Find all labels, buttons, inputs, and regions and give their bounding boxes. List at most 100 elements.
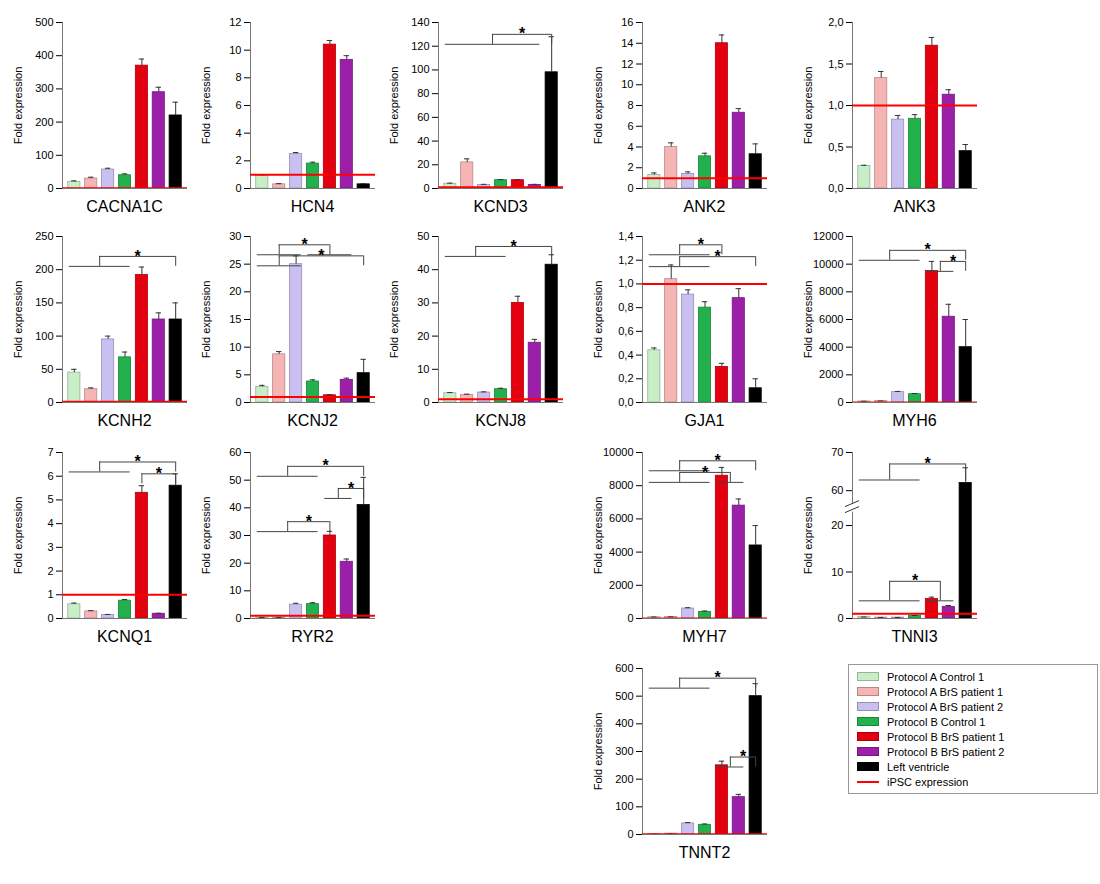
svg-text:*: * xyxy=(715,452,722,469)
svg-text:15: 15 xyxy=(229,313,241,325)
svg-text:*: * xyxy=(318,247,325,264)
svg-text:12000: 12000 xyxy=(813,230,844,242)
svg-text:Fold expression: Fold expression xyxy=(12,67,24,145)
svg-text:200: 200 xyxy=(615,773,633,785)
svg-text:*: * xyxy=(301,236,308,253)
svg-text:60: 60 xyxy=(417,111,429,123)
svg-text:0,6: 0,6 xyxy=(618,325,633,337)
svg-text:Fold expression: Fold expression xyxy=(592,281,604,359)
svg-text:4: 4 xyxy=(627,141,633,153)
svg-text:100: 100 xyxy=(615,800,633,812)
svg-text:*: * xyxy=(156,465,163,482)
svg-text:10: 10 xyxy=(229,341,241,353)
svg-text:0,0: 0,0 xyxy=(618,396,633,408)
svg-text:0,0: 0,0 xyxy=(828,182,843,194)
svg-text:2: 2 xyxy=(627,161,633,173)
svg-text:6: 6 xyxy=(47,470,53,482)
svg-text:10000: 10000 xyxy=(813,258,844,270)
svg-text:200: 200 xyxy=(35,263,53,275)
svg-text:1,2: 1,2 xyxy=(618,254,633,266)
svg-text:8: 8 xyxy=(235,71,241,83)
svg-text:*: * xyxy=(925,455,932,472)
svg-text:200: 200 xyxy=(35,116,53,128)
svg-text:Fold expression: Fold expression xyxy=(802,497,814,575)
svg-text:0: 0 xyxy=(627,612,633,624)
svg-text:2000: 2000 xyxy=(609,579,633,591)
svg-text:50: 50 xyxy=(229,474,241,486)
svg-text:10: 10 xyxy=(831,566,843,578)
svg-text:400: 400 xyxy=(35,49,53,61)
svg-text:30: 30 xyxy=(229,230,241,242)
svg-text:8: 8 xyxy=(627,99,633,111)
svg-text:10: 10 xyxy=(229,44,241,56)
svg-text:*: * xyxy=(702,464,709,481)
svg-text:40: 40 xyxy=(229,501,241,513)
svg-text:0,5: 0,5 xyxy=(828,141,843,153)
svg-text:400: 400 xyxy=(615,717,633,729)
svg-text:20: 20 xyxy=(831,519,843,531)
svg-text:Fold expression: Fold expression xyxy=(592,497,604,575)
svg-text:50: 50 xyxy=(41,363,53,375)
svg-text:20: 20 xyxy=(417,158,429,170)
svg-text:Fold expression: Fold expression xyxy=(200,67,212,145)
svg-text:*: * xyxy=(715,248,722,265)
svg-text:0,4: 0,4 xyxy=(618,349,633,361)
svg-text:*: * xyxy=(912,572,919,589)
svg-text:100: 100 xyxy=(411,63,429,75)
svg-text:60: 60 xyxy=(831,484,843,496)
svg-text:500: 500 xyxy=(35,16,53,28)
svg-text:5: 5 xyxy=(47,493,53,505)
svg-text:0: 0 xyxy=(235,182,241,194)
svg-text:600: 600 xyxy=(615,662,633,674)
svg-text:1: 1 xyxy=(47,588,53,600)
svg-text:300: 300 xyxy=(35,82,53,94)
svg-text:0: 0 xyxy=(423,396,429,408)
svg-text:6: 6 xyxy=(627,120,633,132)
svg-text:0: 0 xyxy=(47,396,53,408)
svg-text:10: 10 xyxy=(621,78,633,90)
svg-text:12: 12 xyxy=(229,16,241,28)
svg-text:Fold expression: Fold expression xyxy=(200,497,212,575)
svg-text:Fold expression: Fold expression xyxy=(200,281,212,359)
svg-text:25: 25 xyxy=(229,258,241,270)
svg-text:150: 150 xyxy=(35,296,53,308)
svg-text:2: 2 xyxy=(235,154,241,166)
svg-text:4000: 4000 xyxy=(819,341,843,353)
svg-text:1,4: 1,4 xyxy=(618,230,633,242)
svg-text:0: 0 xyxy=(235,396,241,408)
svg-text:2: 2 xyxy=(47,565,53,577)
svg-text:0: 0 xyxy=(837,396,843,408)
svg-text:*: * xyxy=(950,253,957,270)
svg-text:10: 10 xyxy=(229,584,241,596)
svg-text:20: 20 xyxy=(417,330,429,342)
svg-text:4000: 4000 xyxy=(609,546,633,558)
svg-text:0,8: 0,8 xyxy=(618,301,633,313)
svg-text:70: 70 xyxy=(831,446,843,458)
svg-text:Fold expression: Fold expression xyxy=(592,67,604,145)
svg-text:1,0: 1,0 xyxy=(828,99,843,111)
svg-text:100: 100 xyxy=(35,149,53,161)
svg-text:30: 30 xyxy=(417,296,429,308)
svg-text:4: 4 xyxy=(47,517,53,529)
svg-text:6000: 6000 xyxy=(819,313,843,325)
svg-text:*: * xyxy=(511,238,518,255)
svg-text:0,2: 0,2 xyxy=(618,372,633,384)
svg-text:Fold expression: Fold expression xyxy=(12,497,24,575)
svg-text:*: * xyxy=(925,241,932,258)
svg-text:2000: 2000 xyxy=(819,368,843,380)
svg-text:Fold expression: Fold expression xyxy=(802,281,814,359)
svg-text:40: 40 xyxy=(417,263,429,275)
svg-text:*: * xyxy=(135,453,142,470)
svg-text:0: 0 xyxy=(47,612,53,624)
svg-text:50: 50 xyxy=(417,230,429,242)
svg-text:8000: 8000 xyxy=(609,479,633,491)
svg-text:40: 40 xyxy=(417,135,429,147)
svg-text:60: 60 xyxy=(229,446,241,458)
svg-text:100: 100 xyxy=(35,330,53,342)
svg-text:140: 140 xyxy=(411,16,429,28)
svg-text:0: 0 xyxy=(235,612,241,624)
svg-text:4: 4 xyxy=(235,127,241,139)
svg-text:*: * xyxy=(519,25,526,42)
svg-text:Fold expression: Fold expression xyxy=(802,67,814,145)
svg-text:6: 6 xyxy=(235,99,241,111)
